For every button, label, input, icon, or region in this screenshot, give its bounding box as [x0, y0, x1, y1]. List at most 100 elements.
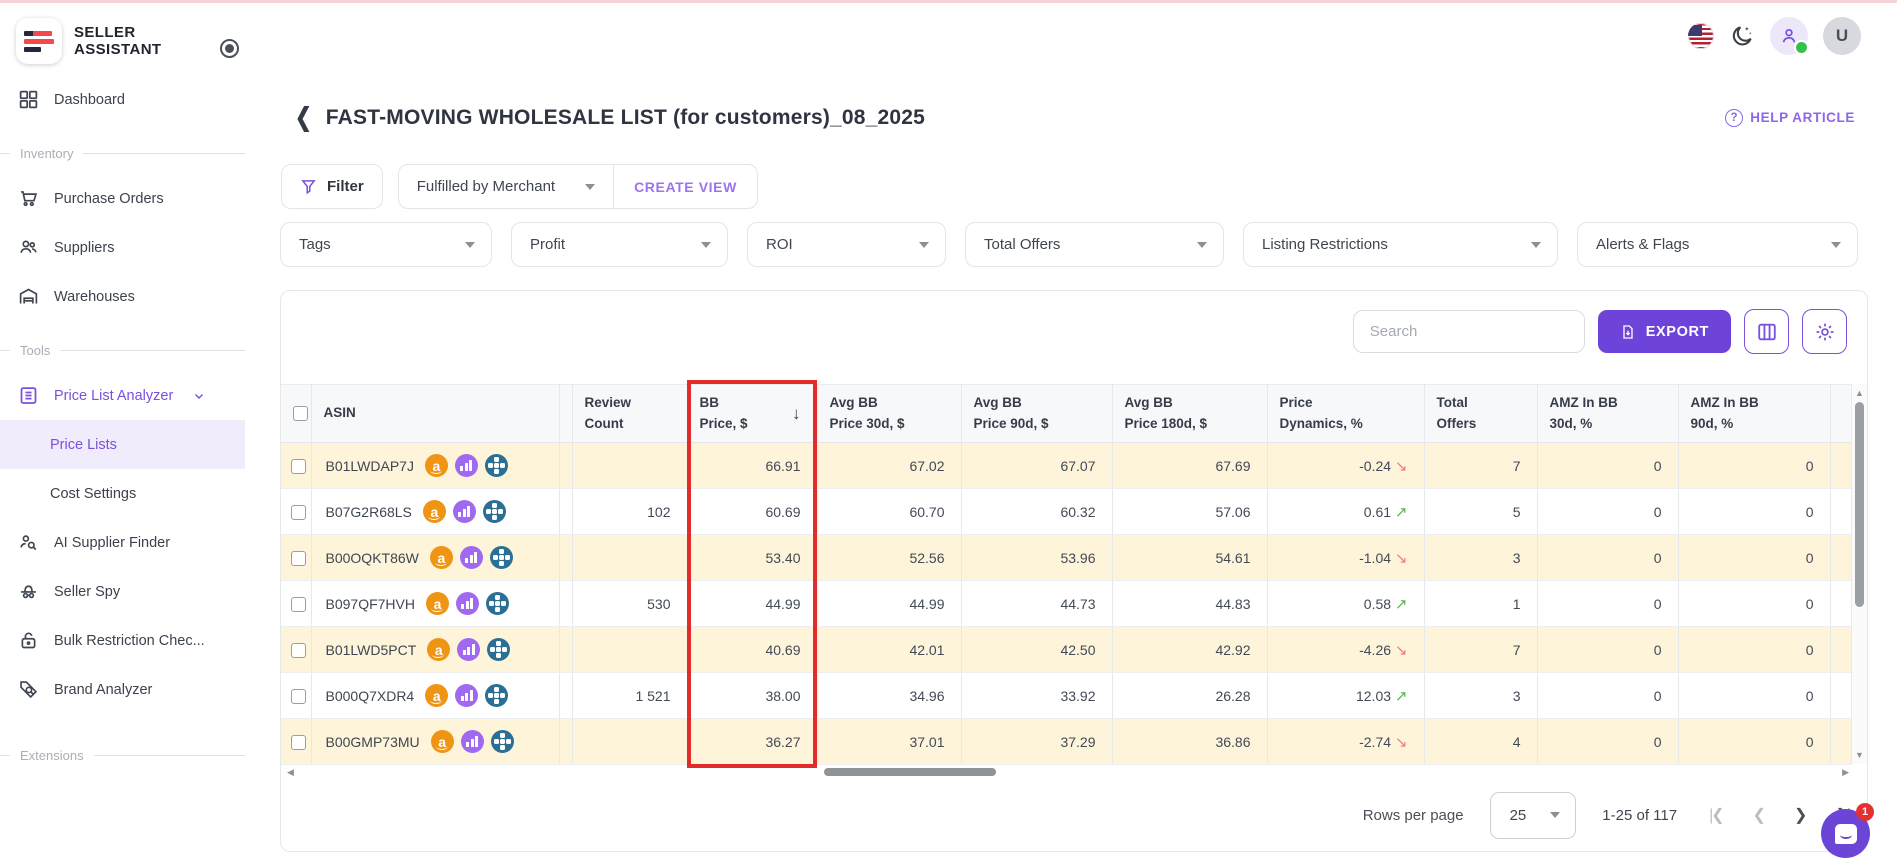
row-checkbox[interactable] — [291, 504, 306, 520]
sidebar-collapse-icon[interactable] — [220, 39, 239, 58]
horizontal-scrollbar[interactable]: ◀ ▶ — [281, 764, 1869, 780]
row-checkbox[interactable] — [291, 642, 306, 658]
asin-value[interactable]: B000Q7XDR4 — [325, 687, 415, 704]
amazon-icon[interactable]: a — [425, 592, 449, 615]
column-header-check[interactable] — [281, 384, 312, 443]
filter-dropdown-roi[interactable]: ROI — [747, 222, 946, 267]
row-checkbox[interactable] — [291, 550, 306, 566]
keepa-chart-icon[interactable] — [454, 454, 478, 477]
sas-pinwheel-icon[interactable] — [484, 454, 508, 477]
asin-value[interactable]: B07G2R68LS — [325, 503, 412, 520]
search-input[interactable] — [1352, 310, 1585, 353]
keepa-chart-icon[interactable] — [459, 546, 483, 569]
page-size-select[interactable]: 25 — [1489, 791, 1577, 839]
scroll-right-icon[interactable]: ▶ — [1842, 766, 1849, 777]
filter-dropdown-listing-restrictions[interactable]: Listing Restrictions — [1243, 222, 1558, 267]
scroll-up-icon[interactable]: ▲ — [1855, 388, 1864, 398]
sidebar-item-bulk-restriction-checker[interactable]: Bulk Restriction Chec... — [0, 616, 245, 665]
amazon-icon[interactable]: a — [429, 546, 453, 569]
language-flag-icon[interactable] — [1688, 23, 1714, 49]
sidebar-item-price-list-analyzer[interactable]: Price List Analyzer — [0, 371, 245, 420]
filter-dropdown-tags[interactable]: Tags — [280, 222, 492, 267]
brand-logo[interactable]: SELLER ASSISTANT — [0, 3, 245, 75]
column-header-avg90[interactable]: Avg BB Price 90d, $ — [961, 384, 1113, 443]
keepa-chart-icon[interactable] — [457, 638, 481, 661]
sas-pinwheel-icon[interactable] — [490, 730, 514, 753]
settings-button[interactable] — [1802, 309, 1847, 354]
sas-pinwheel-icon[interactable] — [487, 638, 511, 661]
row-checkbox[interactable] — [291, 458, 306, 474]
amazon-icon[interactable]: a — [424, 454, 448, 477]
price-dynamics-cell: -4.26 ↘ — [1267, 626, 1425, 673]
column-header-amz30[interactable]: AMZ In BB 30d, % — [1537, 384, 1679, 443]
sidebar-item-brand-analyzer[interactable]: Brand Analyzer — [0, 665, 245, 714]
sort-descending-icon[interactable]: ↓ — [792, 403, 801, 423]
amazon-icon[interactable]: a — [427, 638, 451, 661]
asin-value[interactable]: B097QF7HVH — [325, 595, 415, 612]
row-checkbox[interactable] — [291, 734, 306, 750]
row-checkbox[interactable] — [291, 596, 306, 612]
filter-dropdown-total-offers[interactable]: Total Offers — [965, 222, 1224, 267]
sidebar-item-ai-supplier-finder[interactable]: AI Supplier Finder — [0, 518, 245, 567]
asin-value[interactable]: B01LWD5PCT — [325, 641, 417, 658]
scroll-left-icon[interactable]: ◀ — [287, 766, 294, 777]
sidebar-item-purchase-orders[interactable]: Purchase Orders — [0, 174, 245, 223]
amazon-icon[interactable]: a — [430, 730, 454, 753]
sas-pinwheel-icon[interactable] — [485, 592, 509, 615]
vertical-scroll-thumb[interactable] — [1855, 402, 1864, 607]
column-header-offers[interactable]: Total Offers — [1424, 384, 1538, 443]
column-header-amz90[interactable]: AMZ In BB 90d, % — [1678, 384, 1831, 443]
sas-pinwheel-icon[interactable] — [489, 546, 513, 569]
amazon-icon[interactable]: a — [425, 684, 449, 707]
scroll-down-icon[interactable]: ▼ — [1855, 750, 1864, 760]
dark-mode-moon-icon[interactable] — [1729, 23, 1755, 49]
sidebar-item-dashboard[interactable]: Dashboard — [0, 75, 245, 124]
columns-button[interactable] — [1744, 309, 1789, 354]
first-page-button[interactable]: |❮ — [1709, 807, 1725, 824]
amazon-icon[interactable]: a — [422, 500, 446, 523]
user-avatar[interactable]: U — [1823, 17, 1861, 55]
previous-page-button[interactable]: ❮ — [1752, 807, 1766, 824]
horizontal-scroll-thumb[interactable] — [824, 768, 996, 776]
asin-value[interactable]: B00GMP73MU — [325, 733, 420, 750]
column-header-dyn[interactable]: Price Dynamics, % — [1267, 384, 1425, 443]
chat-widget-button[interactable] — [1821, 809, 1870, 858]
sidebar-item-suppliers[interactable]: Suppliers — [0, 223, 245, 272]
help-article-link[interactable]: ? HELP ARTICLE — [1725, 108, 1855, 127]
keepa-chart-icon[interactable] — [455, 684, 479, 707]
view-dropdown[interactable]: Fulfilled by Merchant — [399, 165, 613, 208]
sas-pinwheel-icon[interactable] — [482, 500, 506, 523]
filter-button[interactable]: Filter — [281, 164, 383, 209]
column-header-bb[interactable]: BB Price, $ ↓ — [687, 384, 818, 443]
filter-dropdown-alerts-flags[interactable]: Alerts & Flags — [1577, 222, 1858, 267]
trend-down-arrow-icon: ↘ — [1394, 457, 1408, 475]
keepa-chart-icon[interactable] — [455, 592, 479, 615]
sidebar-item-price-lists[interactable]: Price Lists — [0, 420, 245, 469]
sas-pinwheel-icon[interactable] — [485, 684, 509, 707]
sidebar-item-seller-spy[interactable]: Seller Spy — [0, 567, 245, 616]
column-header-avg30[interactable]: Avg BB Price 30d, $ — [817, 384, 962, 443]
asin-value[interactable]: B01LWDAP7J — [325, 457, 414, 474]
row-checkbox[interactable] — [291, 688, 306, 704]
account-person-icon[interactable] — [1770, 17, 1809, 55]
export-button[interactable]: EXPORT — [1597, 310, 1731, 353]
column-header-review[interactable]: Review Count — [572, 384, 688, 443]
asin-cell: B01LWDAP7J a — [311, 442, 560, 489]
vertical-scrollbar[interactable]: ▲ ▼ — [1851, 384, 1867, 764]
sidebar-section-extensions: Extensions — [0, 740, 245, 770]
keepa-chart-icon[interactable] — [452, 500, 476, 523]
sidebar-item-label: Seller Spy — [54, 583, 121, 600]
sidebar-item-warehouses[interactable]: Warehouses — [0, 272, 245, 321]
spacer-cell — [559, 442, 573, 489]
filter-dropdown-label: ROI — [766, 236, 793, 253]
select-all-checkbox[interactable] — [293, 406, 308, 422]
asin-value[interactable]: B00OQKT86W — [325, 549, 419, 566]
column-header-avg180[interactable]: Avg BB Price 180d, $ — [1112, 384, 1268, 443]
filter-dropdown-profit[interactable]: Profit — [511, 222, 728, 267]
create-view-button[interactable]: CREATE VIEW — [634, 178, 737, 195]
next-page-button[interactable]: ❯ — [1794, 807, 1807, 824]
sidebar-item-cost-settings[interactable]: Cost Settings — [0, 469, 245, 518]
column-header-asin[interactable]: ASIN — [311, 384, 560, 443]
back-chevron-icon[interactable]: ❮ — [295, 104, 312, 132]
keepa-chart-icon[interactable] — [460, 730, 484, 753]
